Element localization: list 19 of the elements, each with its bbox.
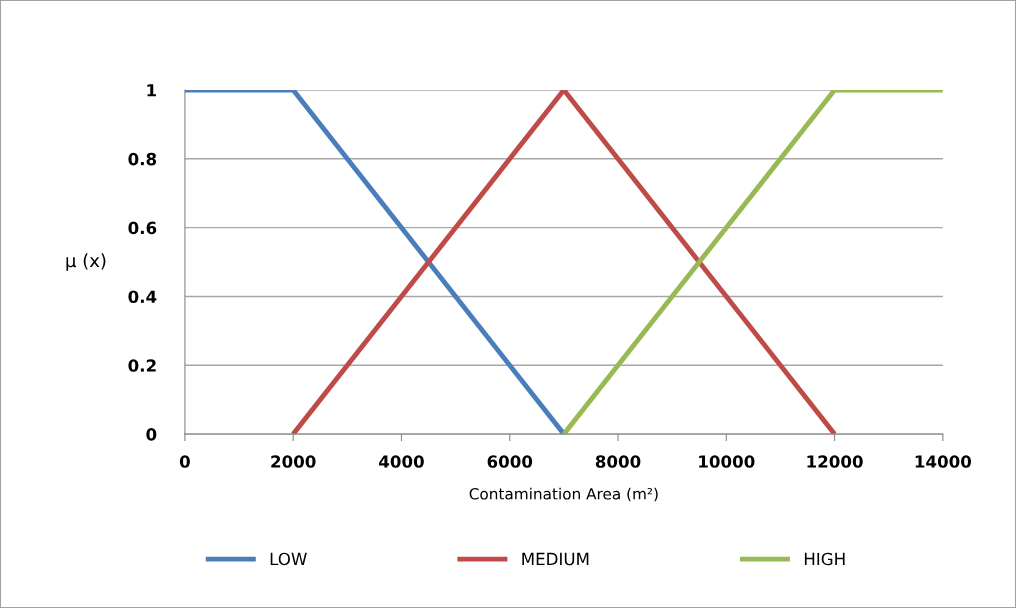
x-tick-label: 4000	[379, 455, 424, 468]
x-tick-label: 6000	[487, 455, 533, 468]
x-tick-label: 2000	[271, 455, 316, 468]
y-tick-label: 0.4	[128, 290, 157, 304]
x-tick-label: 8000	[595, 455, 641, 468]
y-tick-label: 0.8	[128, 152, 157, 166]
y-tick-label: 0	[146, 428, 157, 441]
legend-label: MEDIUM	[522, 552, 589, 566]
legend-label: HIGH	[804, 552, 845, 566]
x-tick-label: 10000	[699, 455, 755, 468]
x-tick-label: 12000	[807, 455, 863, 468]
x-axis-title: Contamination Area (m²)	[469, 487, 658, 502]
y-tick-label: 1	[147, 84, 156, 97]
x-tick-label: 14000	[915, 455, 972, 468]
y-tick-label: 0.6	[128, 221, 157, 235]
x-tick-label: 0	[179, 455, 190, 468]
y-tick-label: 0.2	[128, 359, 156, 372]
y-axis-title: μ (x)	[66, 253, 106, 271]
legend-label: LOW	[270, 552, 307, 566]
